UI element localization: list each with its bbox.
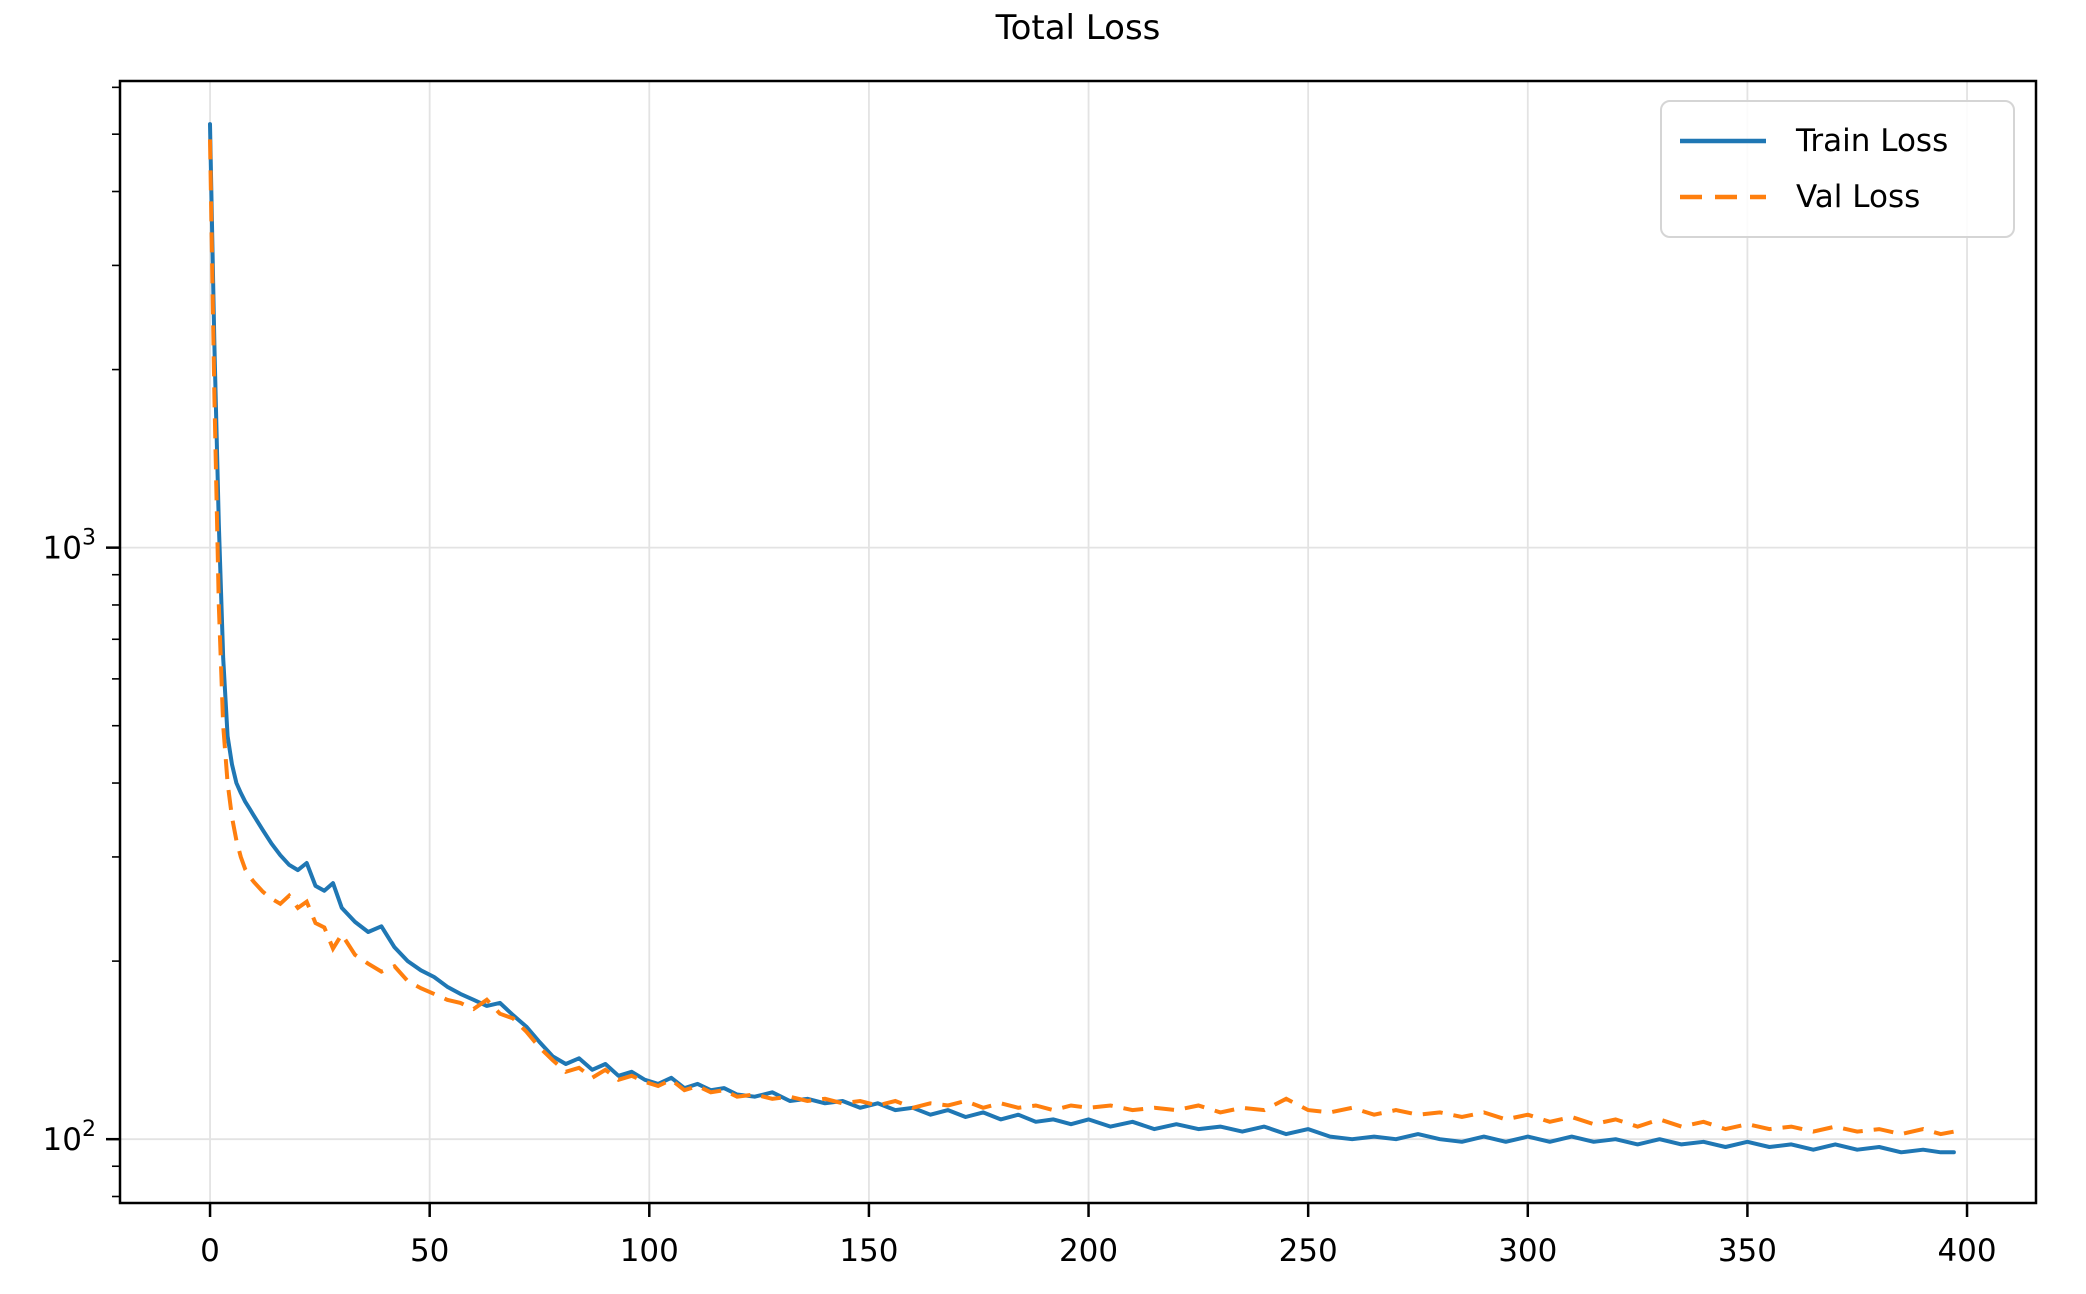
train-line-swatch: [1680, 138, 1766, 143]
x-tick-label: 250: [1279, 1233, 1338, 1269]
legend-label-val: Val Loss: [1796, 179, 1921, 216]
legend-label-train: Train Loss: [1796, 122, 1949, 159]
x-tick-label: 400: [1937, 1233, 1996, 1269]
legend-item-train: Train Loss: [1678, 123, 2013, 159]
legend-item-val: Val Loss: [1678, 179, 2013, 215]
x-tick-label: 150: [839, 1233, 898, 1269]
val-line-swatch: [1680, 195, 1766, 200]
plot-border: [118, 79, 2038, 1205]
x-tick-label: 50: [410, 1233, 449, 1269]
train-loss-line: [208, 122, 1956, 1155]
x-tick-label: 300: [1498, 1233, 1557, 1269]
val-loss-line: [208, 139, 1955, 1137]
x-tick-label: 350: [1718, 1233, 1777, 1269]
x-tick-label: 200: [1059, 1233, 1118, 1269]
y-tick-label: 102: [43, 1117, 96, 1158]
y-tick-label: 103: [43, 526, 96, 567]
x-tick-label: 0: [200, 1233, 220, 1269]
legend: Train Loss Val Loss: [1660, 100, 2015, 238]
chart-title: Total Loss: [995, 8, 1161, 48]
x-tick-label: 100: [620, 1233, 679, 1269]
